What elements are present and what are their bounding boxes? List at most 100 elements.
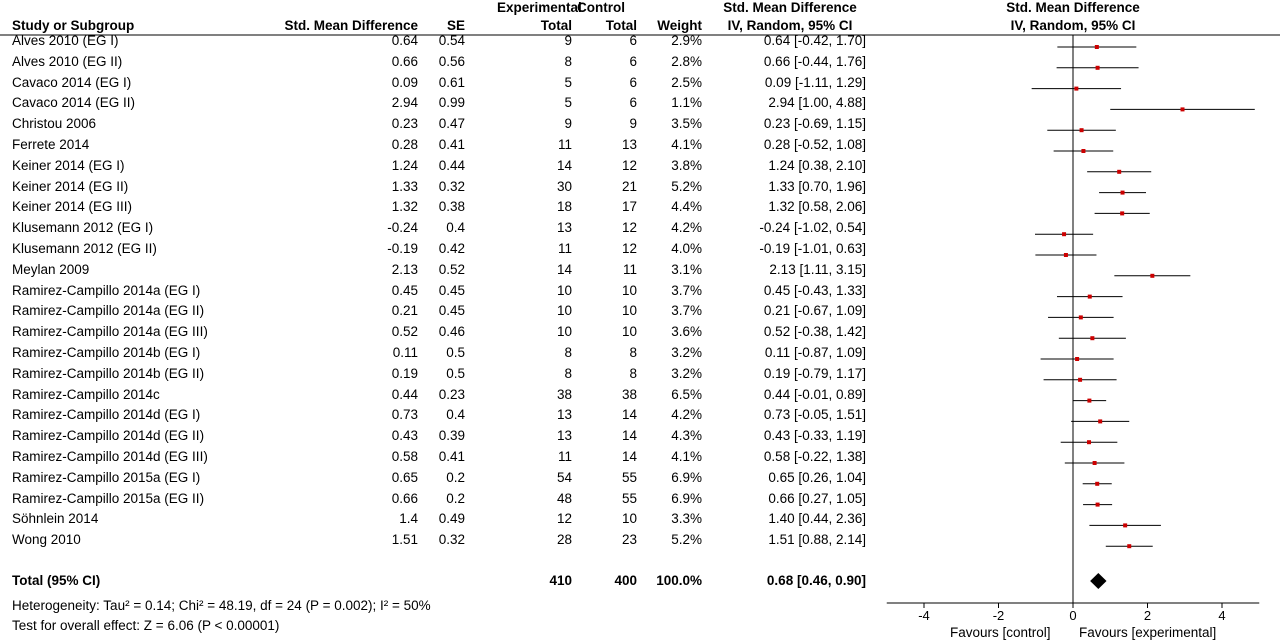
total-exp: 410	[549, 573, 572, 588]
favours-control-label: Favours [control]	[950, 625, 1051, 640]
study-ci: 2.13 [1.11, 3.15]	[769, 261, 866, 277]
study-name: Ramirez-Campillo 2014a (EG III)	[12, 324, 208, 340]
study-se: 0.41	[438, 449, 465, 464]
study-smd: 0.43	[391, 428, 418, 444]
study-ci: -0.24 [-1.02, 0.54]	[759, 220, 866, 236]
study-name: Söhnlein 2014	[12, 511, 99, 527]
study-smd: 0.66	[391, 53, 418, 69]
study-name: Keiner 2014 (EG II)	[12, 178, 129, 194]
study-se: 0.52	[438, 261, 465, 277]
header-se: SE	[446, 18, 465, 33]
study-ctl-total: 6	[629, 53, 637, 69]
header-control: Control	[577, 0, 625, 15]
study-ctl-total: 8	[629, 345, 637, 360]
point-estimate	[1123, 523, 1128, 528]
study-ctl-total: 9	[629, 116, 637, 132]
study-exp-total: 13	[556, 407, 572, 423]
study-se: 0.46	[438, 324, 465, 340]
study-ci: 2.94 [1.00, 4.88]	[768, 95, 866, 111]
study-exp-total: 9	[564, 33, 572, 48]
study-ctl-total: 12	[621, 220, 637, 236]
point-estimate	[1078, 315, 1083, 320]
point-estimate	[1063, 253, 1068, 257]
study-name: Cavaco 2014 (EG II)	[12, 95, 136, 111]
study-ctl-total: 10	[621, 324, 637, 340]
study-ci: 0.11 [-0.87, 1.09]	[764, 345, 866, 360]
study-name: Keiner 2014 (EG I)	[12, 157, 125, 173]
study-ci: 1.33 [0.70, 1.96]	[768, 178, 866, 194]
study-exp-total: 18	[556, 199, 572, 215]
study-se: 0.45	[438, 282, 465, 298]
study-ci: 1.51 [0.88, 2.14]	[768, 532, 866, 548]
study-smd: 0.19	[391, 365, 418, 381]
study-smd: 0.52	[391, 324, 418, 340]
study-name: Ferrete 2014	[12, 137, 90, 152]
point-estimate	[1120, 211, 1125, 216]
study-se: 0.61	[438, 74, 465, 90]
study-exp-total: 10	[556, 324, 572, 340]
total-ci: 0.68 [0.46, 0.90]	[766, 573, 866, 588]
study-se: 0.41	[438, 137, 465, 152]
study-exp-total: 5	[564, 95, 572, 111]
study-exp-total: 8	[564, 345, 572, 360]
study-name: Ramirez-Campillo 2014d (EG I)	[12, 407, 201, 423]
point-estimate	[1092, 461, 1097, 465]
study-weight: 4.1%	[671, 137, 702, 152]
study-ci: 0.52 [-0.38, 1.42]	[763, 324, 866, 340]
study-ctl-total: 55	[621, 490, 637, 506]
study-ctl-total: 8	[629, 365, 637, 381]
study-ci: 0.44 [-0.01, 0.89]	[763, 386, 866, 402]
study-ctl-total: 12	[621, 157, 637, 173]
study-ci: 0.58 [-0.22, 1.38]	[763, 449, 866, 464]
point-estimate	[1095, 481, 1100, 486]
study-name: Ramirez-Campillo 2014c	[12, 386, 160, 402]
study-exp-total: 12	[556, 511, 572, 527]
study-exp-total: 13	[556, 220, 572, 236]
study-smd: 0.58	[391, 449, 418, 464]
study-ci: 1.32 [0.58, 2.06]	[768, 199, 866, 215]
study-smd: 1.51	[391, 532, 418, 548]
study-weight: 3.7%	[671, 282, 702, 298]
x-tick-label: 4	[1218, 608, 1225, 623]
study-name: Klusemann 2012 (EG II)	[12, 241, 157, 256]
study-se: 0.49	[438, 511, 465, 527]
study-weight: 3.1%	[671, 261, 702, 277]
study-name: Ramirez-Campillo 2014d (EG II)	[12, 428, 205, 444]
header-study: Study or Subgroup	[12, 18, 135, 33]
total-weight: 100.0%	[656, 573, 702, 588]
study-se: 0.5	[446, 365, 465, 381]
study-ci: 0.66 [0.27, 1.05]	[768, 490, 866, 506]
point-estimate	[1087, 398, 1092, 403]
study-ctl-total: 11	[622, 261, 637, 277]
study-name: Ramirez-Campillo 2014d (EG III)	[12, 449, 208, 464]
study-weight: 2.9%	[671, 33, 702, 48]
study-smd: 1.24	[391, 157, 418, 173]
study-name: Alves 2010 (EG II)	[12, 53, 123, 69]
study-weight: 6.9%	[671, 469, 702, 485]
study-weight: 4.4%	[671, 199, 702, 215]
study-exp-total: 28	[556, 532, 572, 548]
study-smd: -0.19	[387, 241, 418, 256]
study-se: 0.23	[438, 386, 465, 402]
study-smd: 1.33	[391, 178, 418, 194]
point-estimate	[1079, 128, 1084, 133]
study-ctl-total: 55	[621, 469, 637, 485]
study-ci: -0.19 [-1.01, 0.63]	[759, 241, 866, 256]
point-estimate	[1180, 107, 1185, 112]
total-label: Total (95% CI)	[12, 573, 101, 588]
point-estimate	[1087, 294, 1092, 299]
study-ci: 0.19 [-0.79, 1.17]	[763, 365, 866, 381]
study-ctl-total: 14	[621, 428, 637, 444]
study-ctl-total: 6	[629, 74, 637, 90]
header-weight: Weight	[657, 18, 702, 33]
study-ci: 0.45 [-0.43, 1.33]	[763, 282, 866, 298]
x-tick-label: 2	[1144, 608, 1151, 623]
study-se: 0.44	[438, 157, 465, 173]
study-name: Wong 2010	[12, 532, 81, 548]
study-exp-total: 14	[556, 157, 572, 173]
study-smd: 0.44	[391, 386, 418, 402]
study-smd: 2.94	[391, 95, 418, 111]
study-ci: 0.64 [-0.42, 1.70]	[763, 33, 866, 48]
study-weight: 4.0%	[671, 241, 702, 256]
study-weight: 5.2%	[671, 532, 702, 548]
